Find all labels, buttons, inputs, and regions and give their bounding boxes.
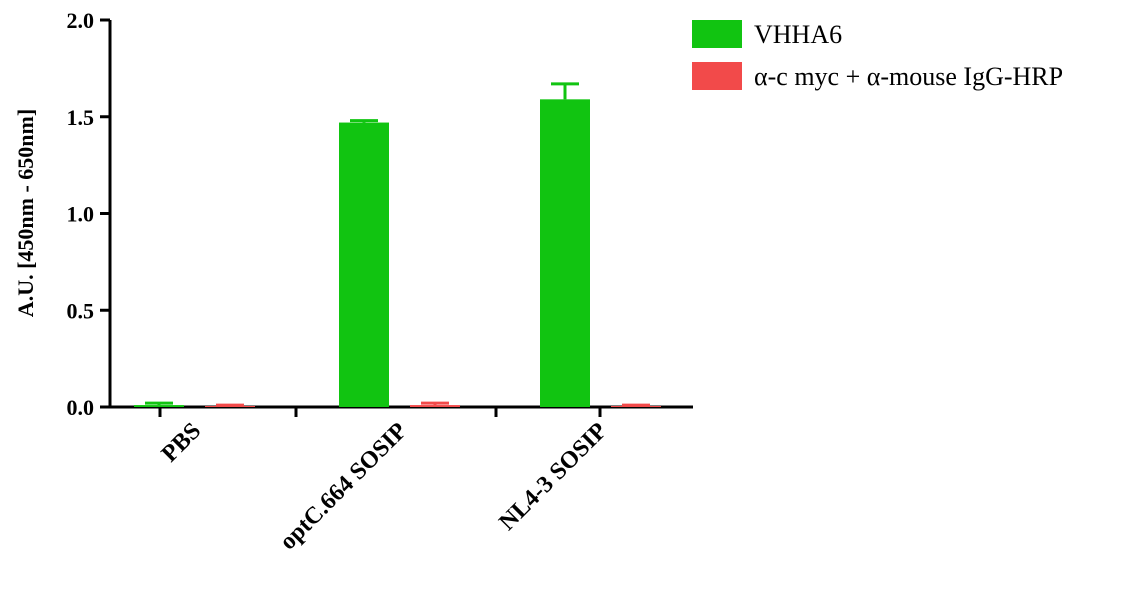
bar-vhha6-0: [134, 405, 184, 407]
bar-vhha6-1: [339, 122, 389, 408]
x-tick-label: PBS: [157, 418, 207, 468]
y-tick-label: 0.5: [67, 298, 95, 323]
x-tick-label: optC.664 SOSIP: [275, 418, 412, 555]
chart-axes: [108, 20, 693, 409]
bar-anti-c-myc-1: [410, 405, 460, 407]
bar-series: [134, 99, 661, 408]
legend: VHHA6 α-c myc + α-mouse IgG-HRP: [692, 20, 1063, 91]
legend-swatch: [692, 62, 742, 90]
bar-vhha6-2: [540, 99, 590, 408]
y-tick-label: 1.5: [67, 105, 95, 130]
x-axis-ticks: PBS optC.664 SOSIP NL4-3 SOSIP: [157, 407, 612, 555]
x-tick-label: NL4-3 SOSIP: [494, 418, 612, 536]
legend-label: α-c myc + α-mouse IgG-HRP: [754, 62, 1063, 91]
legend-label: VHHA6: [754, 20, 842, 49]
y-axis-ticks: 0.0 0.5 1.0 1.5 2.0: [67, 8, 110, 420]
y-tick-label: 2.0: [67, 8, 95, 33]
error-bars: [145, 82, 650, 407]
y-axis-title: A.U. [450nm - 650nm]: [13, 109, 38, 317]
legend-swatch: [692, 20, 742, 48]
y-tick-label: 0.0: [67, 395, 95, 420]
y-tick-label: 1.0: [67, 202, 95, 227]
